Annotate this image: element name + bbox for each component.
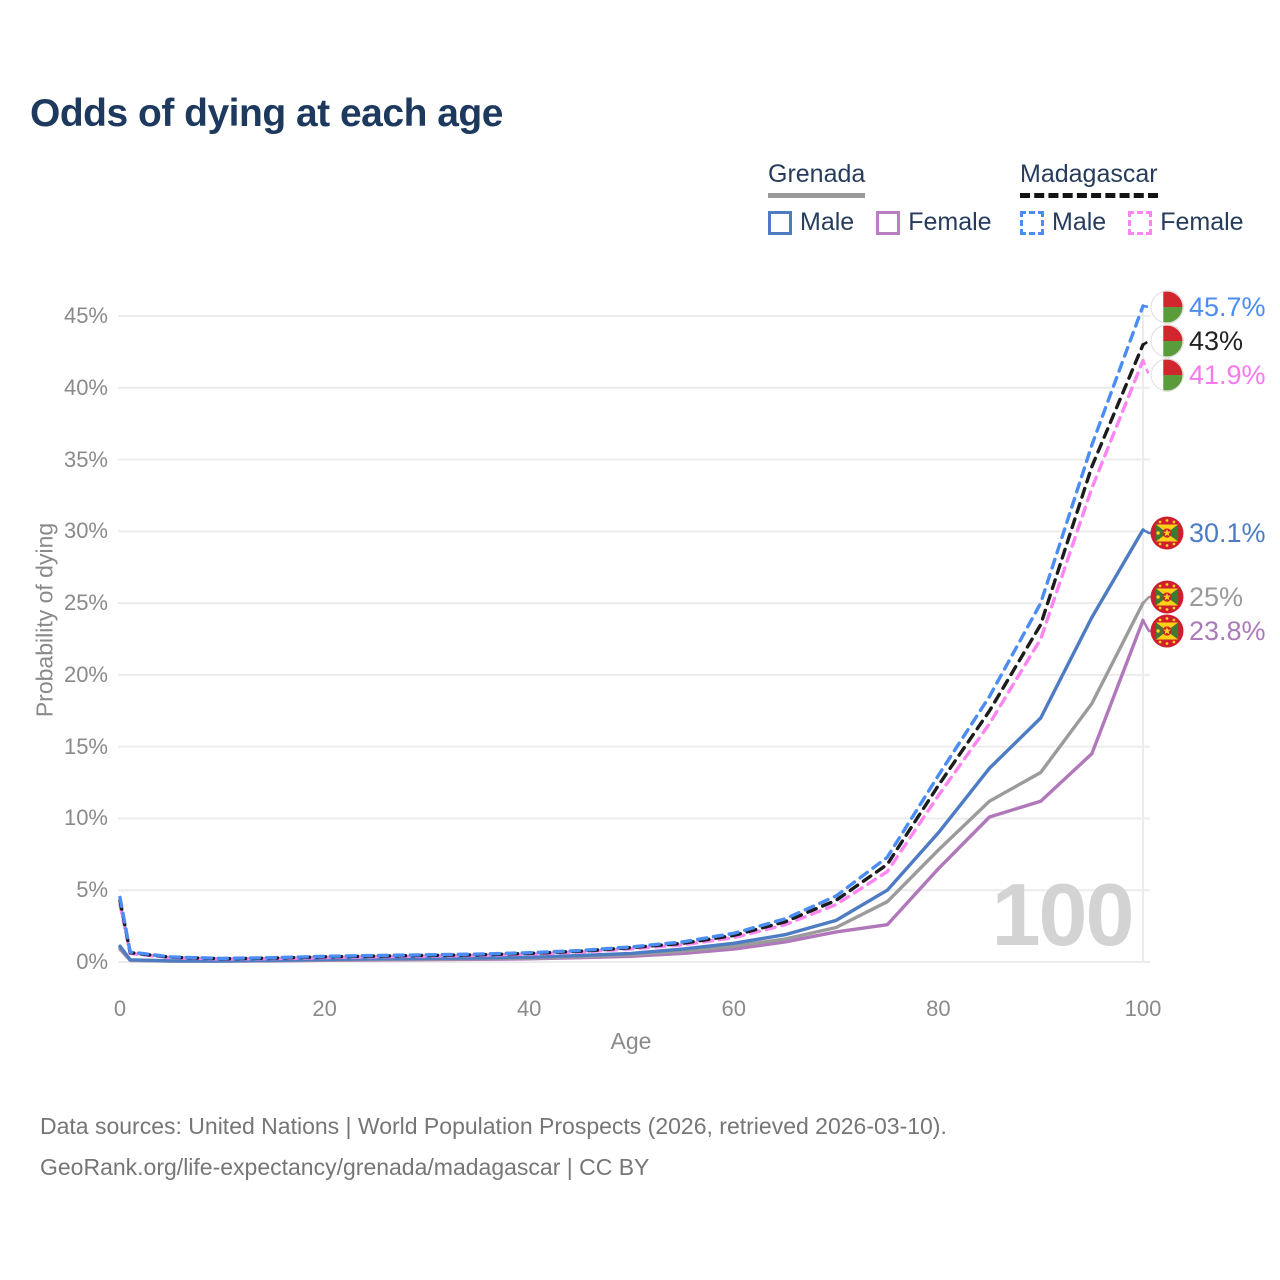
- end-label-madagascar-female: 41.9%: [1150, 358, 1266, 392]
- y-tick-label: 0%: [76, 949, 108, 974]
- grenada-female-swatch-icon: [876, 210, 901, 235]
- grenada-flag-icon: [1150, 580, 1184, 614]
- legend-item-grenada-female[interactable]: Female: [876, 208, 992, 237]
- line-madagascar-female[interactable]: [118, 358, 1145, 961]
- x-tick-label: 100: [1124, 996, 1162, 1021]
- y-tick-label: 45%: [63, 303, 108, 328]
- y-tick-label: 35%: [63, 446, 108, 472]
- grenada-flag-icon: [1150, 614, 1184, 648]
- x-tick-label: 20: [312, 996, 337, 1021]
- legend-label: Female: [908, 208, 992, 236]
- end-label-madagascar-male: 45.7%: [1150, 290, 1266, 324]
- end-value: 43%: [1189, 325, 1244, 356]
- y-axis-title: Probability of dying: [31, 522, 58, 718]
- y-tick-label: 40%: [63, 374, 108, 400]
- madagascar-flag-icon: [1150, 290, 1184, 324]
- x-axis-title: Age: [610, 1028, 652, 1054]
- y-tick-label: 30%: [63, 518, 108, 544]
- legend-group-grenada: Grenada Male Female: [768, 160, 1014, 237]
- y-tick-label: 10%: [63, 805, 108, 831]
- grenada-flag-icon: [1150, 516, 1184, 550]
- madagascar-female-swatch-icon: [1128, 210, 1153, 235]
- legend-label: Male: [800, 208, 855, 236]
- y-tick-label: 15%: [63, 733, 108, 759]
- legend-item-grenada-male[interactable]: Male: [768, 208, 854, 237]
- line-grenada[interactable]: [118, 601, 1145, 963]
- footer-line-2: GeoRank.org/life-expectancy/grenada/mada…: [40, 1154, 650, 1180]
- line-grenada-male[interactable]: [118, 528, 1145, 963]
- x-tick-label: 40: [516, 996, 542, 1021]
- gridlines: [118, 304, 1150, 963]
- end-label-grenada: 25%: [1150, 580, 1243, 614]
- page-title: Odds of dying at each age: [30, 92, 503, 135]
- end-label-madagascar: 43%: [1150, 324, 1243, 358]
- legend-label: Female: [1160, 208, 1244, 236]
- legend-label: Male: [1052, 208, 1107, 236]
- line-grenada-female[interactable]: [118, 618, 1145, 963]
- grenada-male-swatch-icon: [768, 210, 792, 235]
- x-tick-label: 0: [113, 996, 127, 1021]
- legend-group-madagascar: Madagascar Male Female: [1020, 160, 1266, 237]
- madagascar-male-swatch-icon: [1020, 210, 1044, 235]
- x-tick-label: 60: [721, 996, 747, 1021]
- end-value: 30.1%: [1189, 517, 1266, 548]
- footer-line-1: Data sources: United Nations | World Pop…: [40, 1113, 947, 1139]
- line-madagascar[interactable]: [118, 343, 1145, 961]
- y-tick-label: 5%: [76, 877, 108, 903]
- y-tick-label: 25%: [63, 590, 108, 616]
- end-value: 41.9%: [1189, 359, 1266, 390]
- x-tick-label: 80: [926, 996, 951, 1021]
- madagascar-flag-icon: [1150, 324, 1184, 358]
- legend-country-grenada: Grenada: [768, 160, 866, 198]
- end-value: 45.7%: [1189, 291, 1266, 322]
- line-madagascar-male[interactable]: [118, 304, 1145, 961]
- data-sources-footer: Data sources: United Nations | World Pop…: [40, 1106, 947, 1188]
- madagascar-flag-icon: [1150, 358, 1184, 392]
- y-tick-label: 20%: [63, 661, 108, 687]
- end-value: 25%: [1189, 581, 1244, 612]
- age-cursor-watermark: 100: [991, 865, 1135, 964]
- end-value: 23.8%: [1189, 615, 1266, 646]
- end-label-grenada-male: 30.1%: [1150, 516, 1266, 550]
- legend-country-madagascar: Madagascar: [1020, 160, 1158, 198]
- end-label-grenada-female: 23.8%: [1150, 614, 1266, 648]
- legend-item-madagascar-male[interactable]: Male: [1020, 208, 1106, 237]
- series-lines: [118, 304, 1145, 963]
- legend-item-madagascar-female[interactable]: Female: [1128, 208, 1244, 237]
